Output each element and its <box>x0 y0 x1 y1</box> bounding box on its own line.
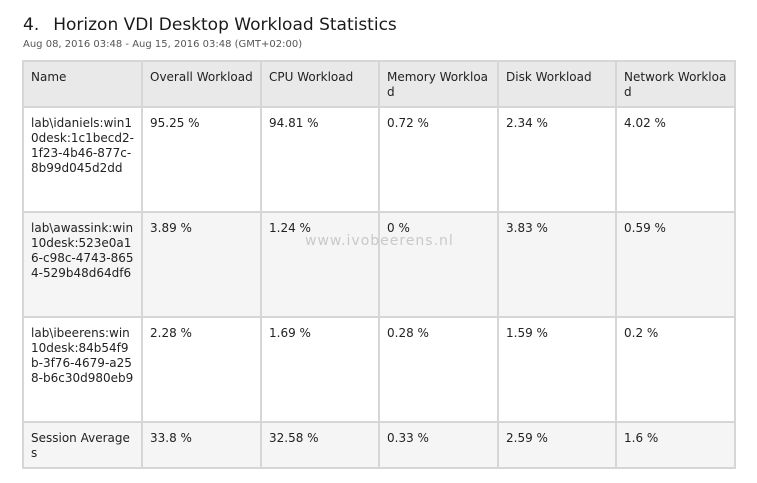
cell-session-name: lab\awassink:win10desk:523e0a16-c98c-474… <box>22 211 143 318</box>
table-row: lab\ibeerens:win10desk:84b54f9b-3f76-467… <box>22 316 736 423</box>
date-range: Aug 08, 2016 03:48 - Aug 15, 2016 03:48 … <box>23 39 303 50</box>
column-header-name: Name <box>22 60 143 108</box>
column-header-network-workload: Network Workload <box>615 60 736 108</box>
cell-overall-workload: 3.89 % <box>141 211 262 318</box>
cell-session-name: lab\idaniels:win10desk:1c1becd2-1f23-4b4… <box>22 106 143 213</box>
cell-disk-workload: 2.34 % <box>497 106 617 213</box>
watermark: www.ivobeerens.nl <box>305 233 454 249</box>
table-header-row: Name Overall Workload CPU Workload Memor… <box>22 60 736 108</box>
column-header-memory-workload: Memory Workload <box>378 60 499 108</box>
cell-memory-workload: 0 % <box>378 211 499 318</box>
table-row-session-averages: Session Averages 33.8 % 32.58 % 0.33 % 2… <box>22 421 736 469</box>
cell-session-name: lab\ibeerens:win10desk:84b54f9b-3f76-467… <box>22 316 143 423</box>
section-title-text: Horizon VDI Desktop Workload Statistics <box>53 15 397 35</box>
column-header-disk-workload: Disk Workload <box>497 60 617 108</box>
cell-disk-workload: 1.59 % <box>497 316 617 423</box>
table-row: lab\awassink:win10desk:523e0a16-c98c-474… <box>22 211 736 318</box>
cell-memory-workload: 0.72 % <box>378 106 499 213</box>
cell-network-workload: 4.02 % <box>615 106 736 213</box>
cell-disk-workload: 2.59 % <box>497 421 617 469</box>
cell-cpu-workload: 1.69 % <box>260 316 380 423</box>
cell-cpu-workload: 32.58 % <box>260 421 380 469</box>
cell-overall-workload: 2.28 % <box>141 316 262 423</box>
cell-session-name: Session Averages <box>22 421 143 469</box>
cell-memory-workload: 0.28 % <box>378 316 499 423</box>
cell-network-workload: 1.6 % <box>615 421 736 469</box>
table-row: lab\idaniels:win10desk:1c1becd2-1f23-4b4… <box>22 106 736 213</box>
workload-table: Name Overall Workload CPU Workload Memor… <box>22 60 736 469</box>
cell-memory-workload: 0.33 % <box>378 421 499 469</box>
cell-network-workload: 0.2 % <box>615 316 736 423</box>
cell-overall-workload: 33.8 % <box>141 421 262 469</box>
column-header-cpu-workload: CPU Workload <box>260 60 380 108</box>
section-title: 4. Horizon VDI Desktop Workload Statistic… <box>23 15 397 35</box>
cell-overall-workload: 95.25 % <box>141 106 262 213</box>
column-header-overall-workload: Overall Workload <box>141 60 262 108</box>
section-number: 4. <box>23 15 40 35</box>
cell-cpu-workload: 94.81 % <box>260 106 380 213</box>
cell-network-workload: 0.59 % <box>615 211 736 318</box>
cell-cpu-workload: 1.24 % <box>260 211 380 318</box>
cell-disk-workload: 3.83 % <box>497 211 617 318</box>
